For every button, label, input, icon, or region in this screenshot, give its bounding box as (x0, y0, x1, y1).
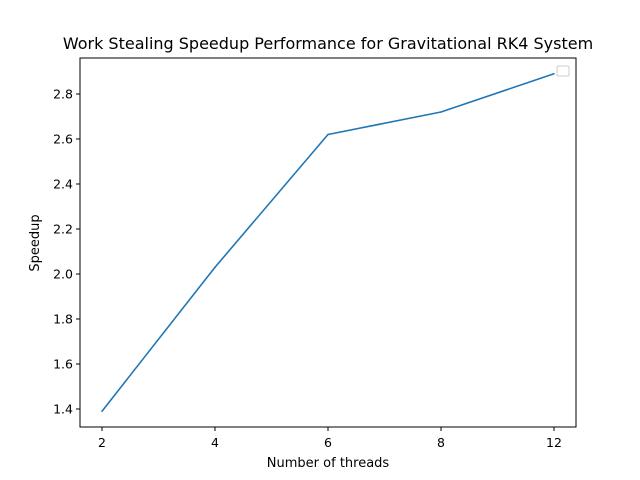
x-tick-label: 12 (546, 435, 562, 450)
y-tick-label: 2.6 (53, 132, 73, 147)
data-point (214, 266, 216, 269)
data-point (327, 133, 329, 136)
chart-title: Work Stealing Speedup Performance for Gr… (63, 34, 593, 53)
x-axis-label: Number of threads (267, 456, 390, 471)
series-layer (101, 72, 555, 413)
y-tick-label: 2.2 (53, 222, 73, 237)
y-tick-label: 2.4 (53, 177, 73, 192)
y-axis-label: Speedup (28, 214, 43, 271)
y-tick-label: 1.4 (53, 402, 73, 417)
legend-box (556, 65, 570, 77)
data-point (553, 72, 555, 75)
y-tick-label: 2.0 (53, 267, 73, 282)
x-tick-label: 6 (324, 435, 332, 450)
ticks-layer: 2 4 6 8 12 1.4 1.6 1.8 2.0 2.2 2.4 2.6 2.8 (53, 87, 562, 451)
x-tick-label: 4 (211, 435, 219, 450)
y-tick-label: 1.6 (53, 357, 73, 372)
x-tick-label: 8 (437, 435, 445, 450)
y-tick-label: 1.8 (53, 312, 73, 327)
x-tick-label: 2 (98, 435, 106, 450)
data-point (101, 410, 103, 413)
y-tick-label: 2.8 (53, 87, 73, 102)
data-point (440, 111, 442, 113)
plot-frame (79, 57, 577, 428)
